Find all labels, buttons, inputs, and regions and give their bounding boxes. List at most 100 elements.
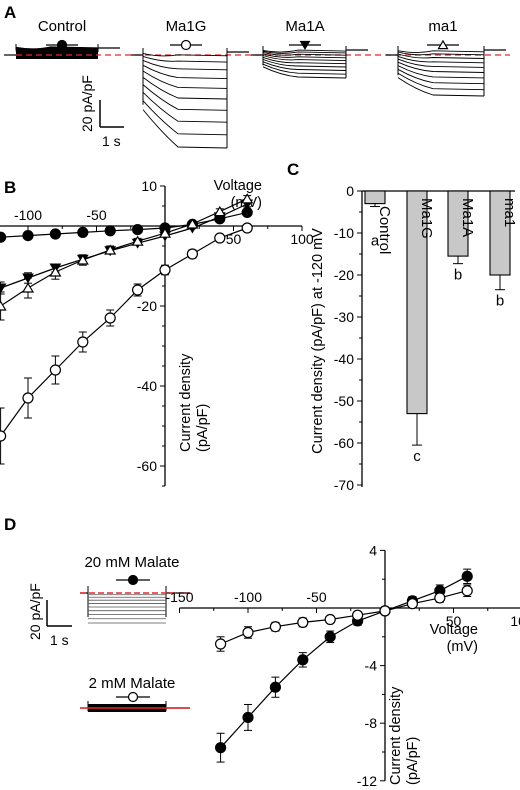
data-point xyxy=(132,284,144,296)
series-line xyxy=(0,227,248,437)
data-point xyxy=(22,230,34,242)
panel-b: B -150-100-505010010-20-40-60Voltage(mV)… xyxy=(0,178,314,487)
y-tick-label: -20 xyxy=(137,298,157,314)
data-point xyxy=(158,227,172,238)
y-tick-label: -10 xyxy=(334,225,354,241)
current-trace xyxy=(262,49,347,53)
current-trace xyxy=(142,100,228,136)
scale-y-label: 20 pA/pF xyxy=(79,75,95,132)
data-point xyxy=(0,283,7,294)
iv-chart-d: -150 -100 -50 50 100 4 -4 -8 -12 Voltage(mV) Curre… xyxy=(165,542,520,789)
x-tick-label: 100 xyxy=(510,613,520,629)
data-point xyxy=(434,592,446,604)
significance-letter: c xyxy=(413,448,421,465)
y-tick-label: -70 xyxy=(334,477,354,493)
current-trace xyxy=(262,51,347,56)
current-trace xyxy=(142,70,228,89)
data-point xyxy=(269,621,281,633)
current-trace xyxy=(142,64,228,80)
current-trace xyxy=(262,56,347,65)
iv-chart-b: -150-100-505010010-20-40-60Voltage(mV)Cu… xyxy=(0,178,314,487)
condition-label: Ma1A xyxy=(285,18,324,35)
data-point xyxy=(241,193,254,204)
condition-symbol xyxy=(127,574,139,586)
trace-group-ma1: ma1 xyxy=(386,18,506,97)
data-point xyxy=(77,226,89,238)
x-tick-label: -100 xyxy=(14,207,42,223)
category-label: Control xyxy=(376,206,393,254)
y-tick-label: 0 xyxy=(346,183,354,199)
data-point xyxy=(0,300,7,311)
trace-group-ma1a: Ma1A xyxy=(251,18,368,79)
current-trace xyxy=(397,68,485,85)
data-point xyxy=(186,248,198,260)
current-trace xyxy=(262,66,347,79)
condition-label: Control xyxy=(38,18,86,35)
data-point xyxy=(104,312,116,324)
y-axis-label-unit: (pA/pF) xyxy=(405,737,421,785)
bar-ma1a: Ma1A b xyxy=(447,190,476,284)
condition-symbol xyxy=(180,39,192,51)
current-trace xyxy=(397,72,485,91)
current-trace xyxy=(262,50,347,54)
current-trace xyxy=(142,59,228,71)
current-trace xyxy=(397,58,485,68)
condition-label: 2 mM Malate xyxy=(89,675,176,692)
significance-letter: a xyxy=(371,233,380,250)
scale-x-label-d: 1 s xyxy=(50,632,69,648)
scale-bar-a: 20 pA/pF 1 s xyxy=(79,75,124,149)
current-traces-d: 20 mM Malate 2 mM Malate xyxy=(80,554,190,712)
data-point xyxy=(242,626,254,639)
data-point xyxy=(104,225,116,237)
x-tick-label: -100 xyxy=(234,589,262,605)
category-label: Ma1G xyxy=(418,198,435,239)
data-point xyxy=(132,224,144,236)
y-tick-label: -60 xyxy=(334,435,354,451)
scale-bar-d: 20 pA/pF 1 s xyxy=(27,583,72,648)
y-axis-label: Current density xyxy=(388,686,404,785)
trace-group-ma1g: Ma1G xyxy=(131,18,249,149)
y-axis-label: Current density (pA/pF) at -120 mV xyxy=(310,228,326,454)
current-trace xyxy=(142,91,228,123)
panel-a: A Control Ma1G Ma1A ma1 20 pA/pF 1 s xyxy=(4,3,510,149)
data-point xyxy=(242,711,254,724)
trace-group-control: Control xyxy=(4,18,120,59)
series-2-mm-malate xyxy=(215,584,473,652)
trace-group-20mm: 20 mM Malate xyxy=(80,554,190,624)
x-tick-label: -150 xyxy=(165,589,193,605)
current-trace xyxy=(262,55,347,62)
series-line xyxy=(0,211,248,238)
current-trace xyxy=(397,61,485,73)
panel-c-label: C xyxy=(287,160,299,179)
data-point xyxy=(215,742,227,754)
x-tick-label: 100 xyxy=(290,231,314,247)
data-point xyxy=(214,232,226,244)
y-tick-label: -40 xyxy=(137,378,157,394)
scale-y-label-d: 20 pA/pF xyxy=(27,583,43,640)
panel-d-label: D xyxy=(4,515,16,534)
data-point xyxy=(213,205,226,217)
data-point xyxy=(131,235,144,246)
series-line xyxy=(0,203,248,289)
y-tick-label: 4 xyxy=(369,542,377,558)
data-point xyxy=(215,638,227,650)
series-ma1 xyxy=(0,193,254,321)
trace-group-2mm: 2 mM Malate xyxy=(80,675,190,712)
series-line xyxy=(220,590,468,645)
current-trace xyxy=(262,63,347,75)
data-point xyxy=(461,570,473,582)
current-trace xyxy=(142,109,228,149)
current-trace xyxy=(397,77,485,97)
data-point xyxy=(186,218,199,229)
bar-ma1g: Ma1G c xyxy=(406,190,435,465)
scale-x-label: 1 s xyxy=(102,133,121,149)
y-tick-label: -30 xyxy=(334,309,354,325)
data-point xyxy=(0,430,7,442)
current-trace xyxy=(142,84,228,111)
current-trace xyxy=(397,50,485,53)
data-point xyxy=(22,392,34,404)
data-point xyxy=(21,282,35,293)
y-tick-label: -8 xyxy=(365,715,378,731)
